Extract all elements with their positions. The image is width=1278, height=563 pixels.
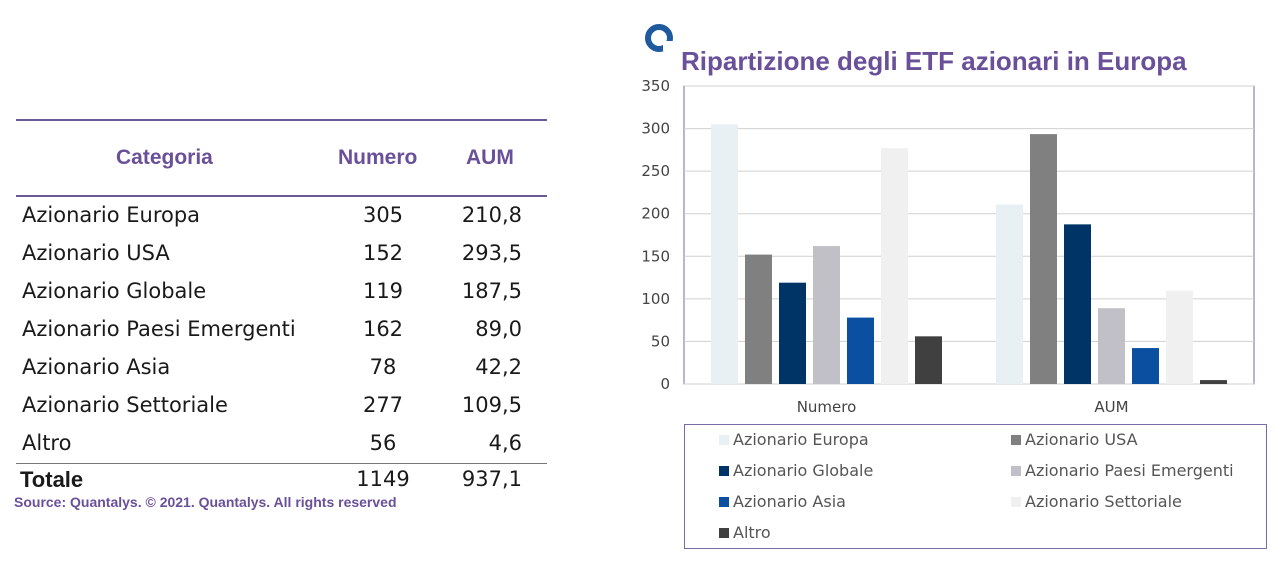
table-header-rule — [16, 195, 547, 197]
cell-aum: 293,5 — [461, 241, 522, 265]
legend-swatch — [1011, 466, 1021, 476]
cell-aum: 89,0 — [475, 317, 522, 341]
bar — [711, 124, 738, 385]
header-numero: Numero — [338, 146, 418, 169]
legend-label: Azionario Globale — [733, 461, 874, 480]
table-row: Altro 56 4,6 — [16, 431, 547, 469]
legend-swatch — [719, 497, 729, 507]
table-row: Azionario USA 152 293,5 — [16, 241, 547, 279]
cell-aum: 4,6 — [488, 431, 522, 455]
x-axis: Numero AUM — [797, 398, 1129, 416]
legend-swatch — [1011, 497, 1021, 507]
cell-aum: 187,5 — [461, 279, 522, 303]
bar — [1098, 308, 1125, 384]
table-row: Azionario Settoriale 277 109,5 — [16, 393, 547, 431]
cell-category: Azionario Settoriale — [22, 393, 228, 417]
legend-label: Azionario Settoriale — [1025, 492, 1182, 511]
table-total-row: Totale 1149 937,1 — [16, 467, 547, 505]
cell-number: 56 — [369, 431, 397, 455]
y-tick-label: 250 — [641, 162, 670, 180]
cell-number: 119 — [362, 279, 404, 303]
table-total-rule — [16, 463, 547, 464]
y-tick-label: 350 — [641, 77, 670, 95]
y-tick-label: 200 — [641, 205, 670, 223]
cell-category: Azionario Globale — [22, 279, 207, 303]
bar — [813, 246, 840, 384]
y-tick-label: 50 — [651, 332, 670, 350]
chart-legend: Azionario Europa Azionario USA Azionario G… — [684, 424, 1267, 549]
cell-category: Azionario USA — [22, 241, 170, 265]
legend-swatch — [719, 528, 729, 538]
bar — [1030, 134, 1057, 384]
x-category-label: Numero — [797, 398, 857, 416]
header-categoria: Categoria — [116, 146, 213, 169]
y-tick-label: 300 — [641, 120, 670, 138]
legend-swatch — [719, 435, 729, 445]
bar — [745, 254, 772, 384]
bar-chart: 0 50 100 150 200 250 300 350 Numero AUM — [641, 77, 1255, 416]
cell-number: 162 — [362, 317, 404, 341]
cell-number: 277 — [362, 393, 404, 417]
bar — [915, 336, 942, 384]
table-row: Azionario Paesi Emergenti 162 89,0 — [16, 317, 547, 355]
y-tick-label: 150 — [641, 247, 670, 265]
bar — [1166, 290, 1193, 384]
cell-number: 152 — [362, 241, 404, 265]
y-tick-label: 100 — [641, 290, 670, 308]
quantalys-ring-logo — [645, 24, 673, 52]
bars — [711, 124, 1227, 385]
bar — [996, 204, 1023, 384]
legend-label: Azionario USA — [1025, 430, 1138, 449]
x-category-label: AUM — [1094, 398, 1128, 416]
source-note: Source: Quantalys. © 2021. Quantalys. Al… — [14, 494, 397, 510]
legend-label: Altro — [733, 523, 771, 542]
header-aum: AUM — [466, 146, 514, 169]
bar — [1200, 380, 1227, 384]
cell-category: Azionario Asia — [22, 355, 171, 379]
bar — [847, 317, 874, 384]
cell-category: Altro — [22, 431, 72, 455]
cell-number: 78 — [369, 355, 397, 379]
cell-aum: 42,2 — [475, 355, 522, 379]
cell-total-aum: 937,1 — [461, 467, 522, 491]
legend-label: Azionario Paesi Emergenti — [1025, 461, 1234, 480]
bar — [779, 282, 806, 384]
y-axis: 0 50 100 150 200 250 300 350 — [641, 77, 670, 393]
cell-aum: 210,8 — [461, 203, 522, 227]
y-tick-label: 0 — [660, 375, 670, 393]
legend-label: Azionario Asia — [733, 492, 846, 511]
table-row: Azionario Asia 78 42,2 — [16, 355, 547, 393]
cell-number: 305 — [362, 203, 404, 227]
legend-label: Azionario Europa — [733, 430, 869, 449]
bar — [881, 148, 908, 384]
cell-category: Azionario Europa — [22, 203, 201, 227]
legend-swatch — [719, 466, 729, 476]
cell-total-number: 1149 — [356, 467, 410, 491]
cell-category: Azionario Paesi Emergenti — [22, 317, 296, 341]
chart-title: Ripartizione degli ETF azionari in Europ… — [681, 46, 1187, 76]
legend-swatch — [1011, 435, 1021, 445]
cell-total-label: Totale — [20, 467, 84, 492]
table-top-rule — [16, 119, 547, 121]
cell-aum: 109,5 — [461, 393, 522, 417]
bar — [1064, 224, 1091, 384]
table-row: Azionario Europa 305 210,8 — [16, 203, 547, 241]
table-row: Azionario Globale 119 187,5 — [16, 279, 547, 317]
bar — [1132, 348, 1159, 384]
